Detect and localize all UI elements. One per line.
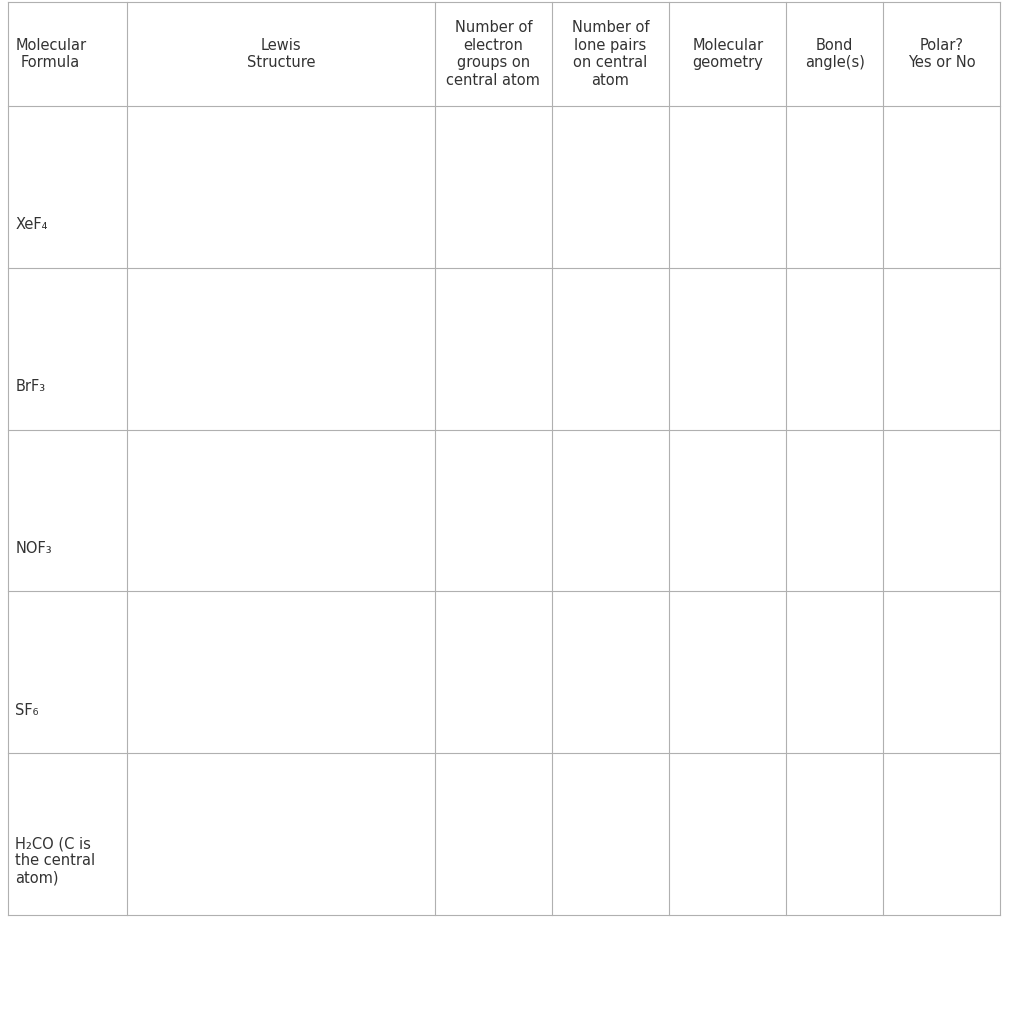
Text: SF₆: SF₆ [15,702,38,718]
Text: XeF₄: XeF₄ [15,217,47,232]
FancyBboxPatch shape [8,2,1000,915]
Text: Bond
angle(s): Bond angle(s) [805,38,865,71]
Text: Lewis
Structure: Lewis Structure [246,38,315,71]
Text: BrF₃: BrF₃ [15,379,45,394]
Text: Number of
lone pairs
on central
atom: Number of lone pairs on central atom [572,20,649,88]
Text: Number of
electron
groups on
central atom: Number of electron groups on central ato… [446,20,540,88]
Text: H₂CO (C is
the central
atom): H₂CO (C is the central atom) [15,836,95,886]
Text: Polar?
Yes or No: Polar? Yes or No [908,38,976,71]
Text: Molecular
geometry: Molecular geometry [692,38,764,71]
Text: NOF₃: NOF₃ [15,541,52,556]
Text: Molecular
Formula: Molecular Formula [15,38,86,71]
